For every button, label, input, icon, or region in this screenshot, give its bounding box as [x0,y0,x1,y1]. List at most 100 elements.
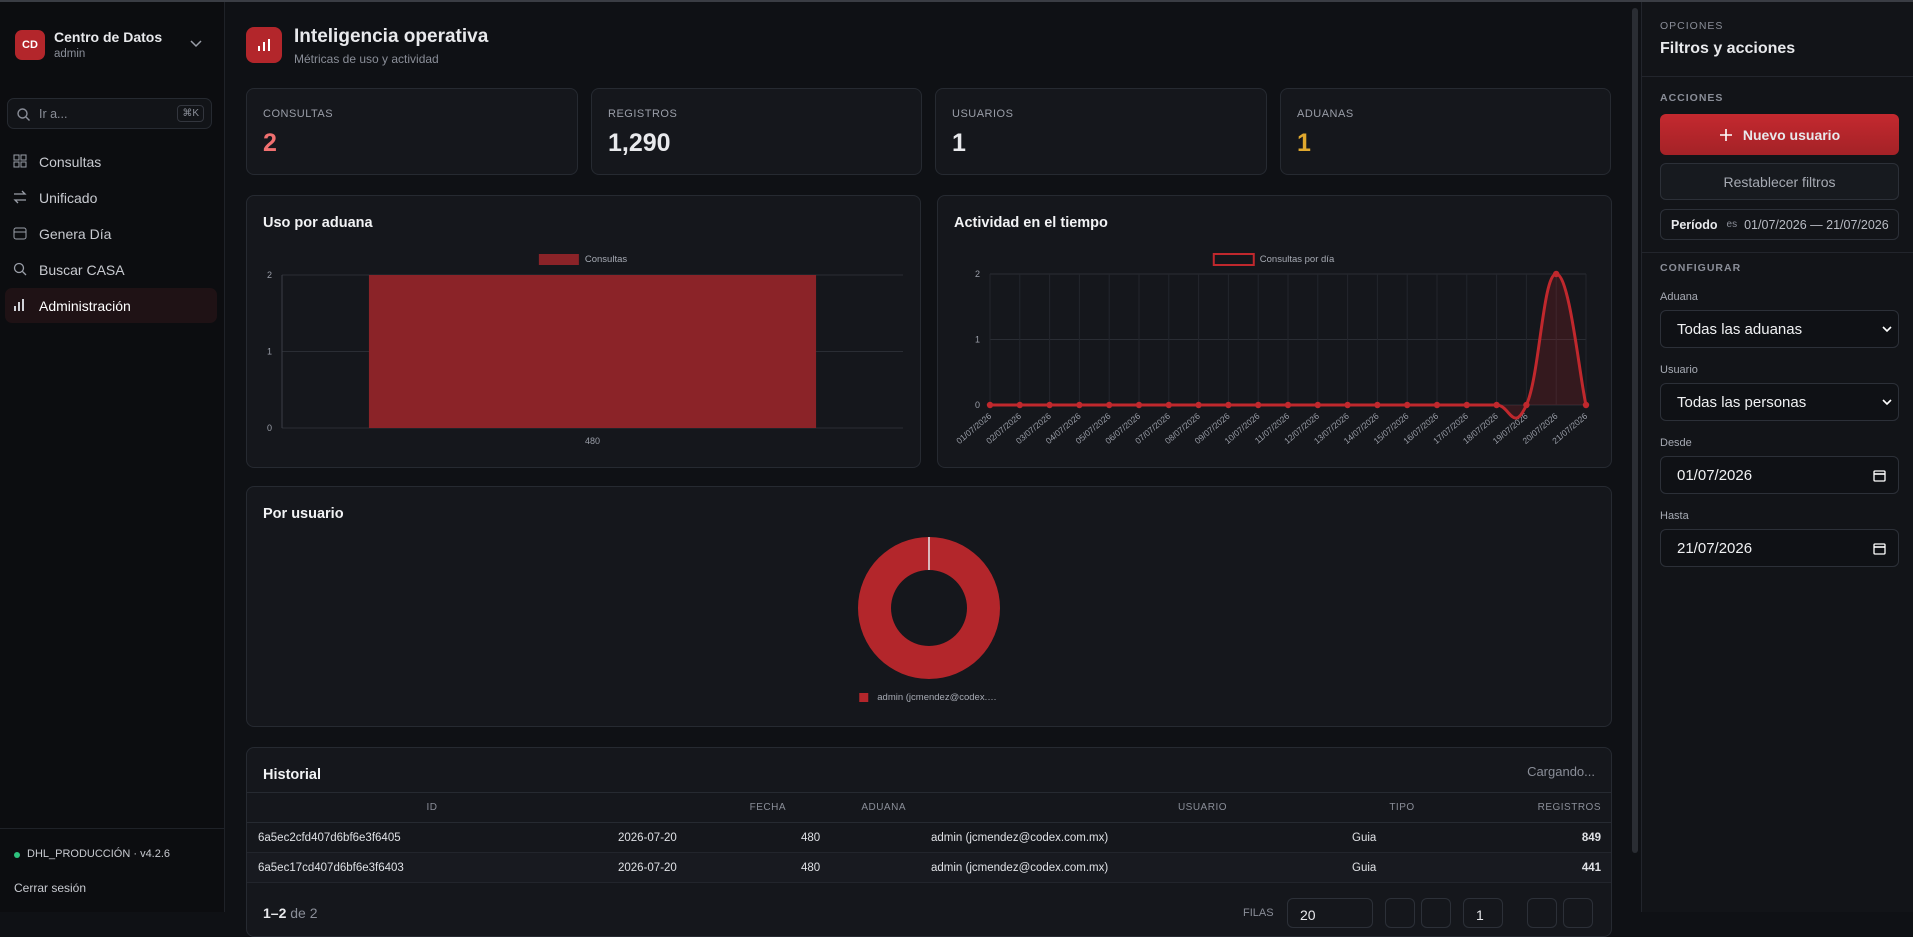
calendar-icon [1873,543,1886,555]
logout[interactable]: Cerrar sesión [14,881,87,895]
point [1106,401,1113,409]
button-label: Nuevo usuario [1742,126,1841,143]
point [1523,401,1530,409]
bar [368,275,817,428]
line [990,272,1588,420]
kpi-value: 2 [263,129,277,157]
cell: 2026-07-20 [617,822,787,853]
side-panel: OPCIONES Filtros y acciones ACCIONES Nue… [1641,2,1913,912]
page-button[interactable] [1385,898,1415,928]
kpi-label: REGISTROS [608,108,678,120]
date-value: 01/07/2026 [1677,466,1753,484]
chart-title: Uso por aduana [263,215,373,231]
plus-icon [1719,128,1732,141]
select[interactable]: Todas las aduanas [1660,310,1899,348]
page-button[interactable] [1527,898,1557,928]
nav-item[interactable]: Administración [5,288,217,323]
point [1076,401,1083,409]
point [1314,401,1321,409]
column-header: REGISTROS [1477,792,1611,823]
reset-button[interactable]: Restablecer filtros [1660,163,1899,200]
nav-item[interactable]: Unificado [5,180,217,215]
pagination-info: 1–2 de 2 [263,905,318,921]
new-user-button[interactable]: Nuevo usuario [1660,114,1899,155]
field-label: Usuario [1660,364,1698,376]
kpi-label: CONSULTAS [263,108,334,120]
page-button[interactable] [1563,898,1593,928]
panel-kicker: OPCIONES [1660,20,1724,32]
date-input[interactable]: 21/07/2026 [1660,529,1899,567]
period-label: Período [1671,217,1718,232]
point [1165,401,1172,409]
point [1016,401,1023,409]
point [1463,401,1470,409]
select[interactable]: Todas las personas [1660,383,1899,421]
header-icon-glyph [258,39,270,51]
period-value: 01/07/2026 — 21/07/2026 [1744,217,1889,232]
kpi-card: ADUANAS 1 [1280,88,1611,175]
table-row[interactable]: 6a5ec17cd407d6bf6e3f6403 2026-07-20 480 adm… [247,852,1611,883]
kpi-value: 1,290 [608,129,671,157]
logo: CD [15,30,45,60]
field-label: Aduana [1660,291,1698,303]
y-tick-label: 2 [975,269,980,279]
field-label: Desde [1660,437,1692,449]
cell: Guia [1327,822,1477,853]
nav-icon [14,299,24,311]
point [1225,401,1232,409]
calendar-icon [1873,470,1886,482]
point [1404,401,1411,409]
header-icon [246,27,282,63]
point [1433,401,1441,409]
period-chip[interactable]: Período es 01/07/2026 — 21/07/2026 [1660,209,1899,240]
cell: 6a5ec2cfd407d6bf6e3f6405 [247,822,617,853]
chart-card: admin (jcmendez@codex.… Por usuario [246,486,1612,727]
search-box[interactable]: Ir a... ⌘K [7,98,212,129]
field-label: Hasta [1660,510,1689,522]
nav-item[interactable]: Buscar CASA [5,252,217,287]
point [986,401,994,409]
cell: admin (jcmendez@codex.com.mx) [907,852,1327,883]
kpi-card: USUARIOS 1 [935,88,1267,175]
y-tick-label: 1 [267,347,272,357]
point [1344,401,1351,409]
nav-label: Administración [39,297,131,314]
table: ID FECHA ADUANA USUARIO TIPO REGISTROS 6… [247,792,1611,883]
nav-item[interactable]: Consultas [5,144,217,179]
search-shortcut: ⌘K [177,105,204,122]
kpi-label: ADUANAS [1297,108,1354,120]
status-dot [14,852,20,858]
page-button[interactable] [1421,898,1451,928]
period-op: es [1726,219,1738,230]
chart: 0 1 2 Consultas 480 [267,254,903,446]
divider [0,828,224,829]
nav-item[interactable]: Genera Día [5,216,217,251]
y-tick-label: 0 [267,423,272,433]
search-icon [17,108,30,121]
divider [1642,252,1913,253]
top-border [0,0,1913,2]
rows-select[interactable]: 20 [1287,898,1373,928]
chart-title: Actividad en el tiempo [954,215,1108,231]
page-title: Inteligencia operativa [294,26,489,47]
scrollbar[interactable] [1632,8,1638,853]
point [1135,401,1143,409]
page-input[interactable]: 1 [1463,898,1503,928]
brand-chevron[interactable] [190,40,202,48]
section-label: ACCIONES [1660,92,1724,104]
kpi-label: USUARIOS [952,108,1014,120]
column-header: USUARIO [907,792,1327,823]
chart-card: 0 1 2 01/07/2026 02/07/2026 03/07/2026 04/07/2… [937,195,1612,468]
y-tick-label: 2 [267,270,272,280]
date-input[interactable]: 01/07/2026 [1660,456,1899,494]
chart-card: 0 1 2 Consultas 480 Uso por aduana [246,195,921,468]
table-row[interactable]: 6a5ec2cfd407d6bf6e3f6405 2026-07-20 480 adm… [247,822,1611,853]
slice [858,537,1000,679]
point [1493,401,1500,409]
point [1374,401,1381,409]
kpi-value: 1 [952,129,966,157]
legend-label: admin (jcmendez@codex.… [877,692,996,703]
cell: 480 [787,852,907,883]
point [1284,401,1292,409]
